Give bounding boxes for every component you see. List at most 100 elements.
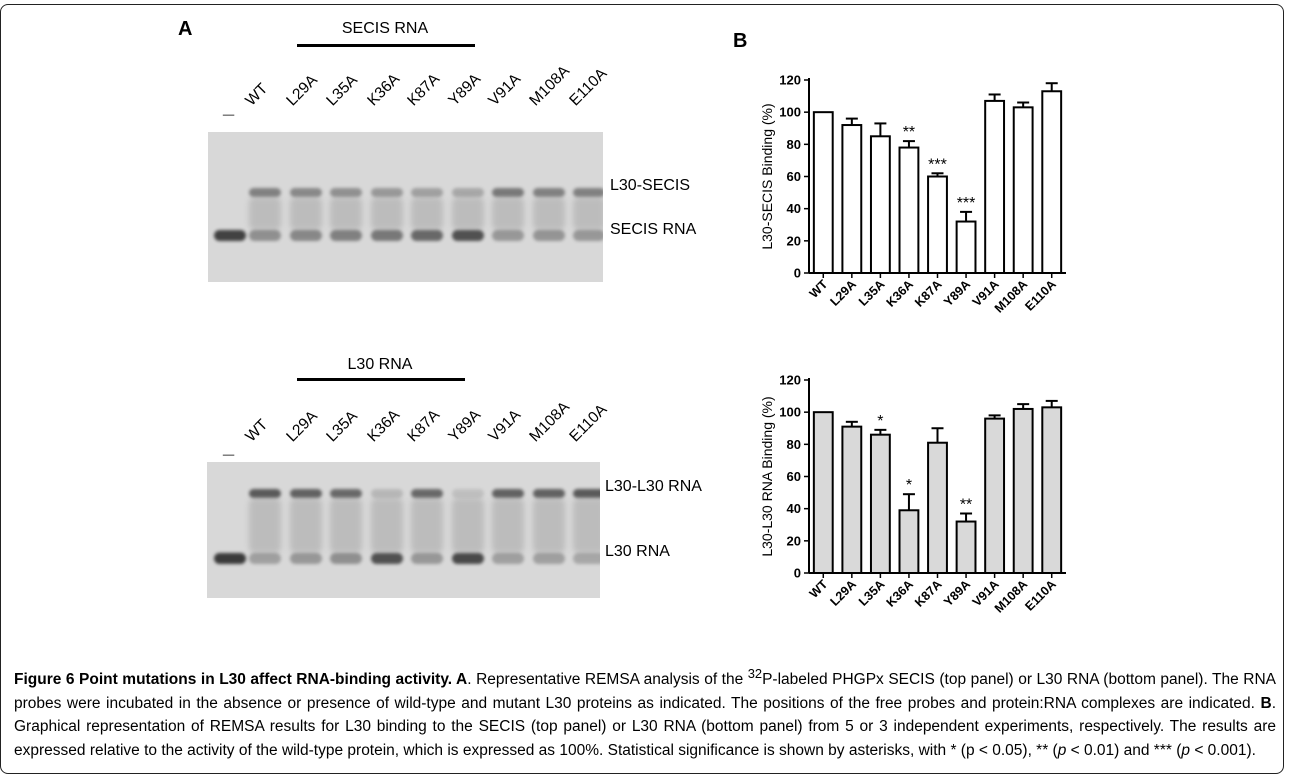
bottom-gel-group-bar xyxy=(297,378,465,381)
bottom-chart-significance-label: * xyxy=(877,413,883,430)
gel-free-probe-band xyxy=(411,230,443,241)
gel-smear xyxy=(289,498,322,553)
top-chart-y-tick-label: 100 xyxy=(779,105,801,120)
bottom-chart-x-tick-label: WT xyxy=(807,577,831,601)
top-gel-image xyxy=(208,132,603,282)
bottom-gel-image xyxy=(207,462,600,598)
top-gel-no-protein-lane-label: _ xyxy=(223,96,235,118)
gel-smear xyxy=(249,197,281,230)
top-bar-chart: 0 20 40 60 80 100 120 L30-SECIS Binding (%) WTL2… xyxy=(759,73,1066,316)
top-chart-x-tick-label: L35A xyxy=(856,277,888,309)
top-chart-x-tick-label: K36A xyxy=(884,277,917,310)
gel-smear xyxy=(370,197,403,230)
gel-smear xyxy=(330,498,362,553)
figure-caption: Figure 6 Point mutations in L30 affect R… xyxy=(14,662,1276,762)
top-chart-y-axis-label: L30-SECIS Binding (%) xyxy=(759,103,775,249)
top-gel-group-label: SECIS RNA xyxy=(341,20,429,37)
bottom-chart-x-tick-label: K87A xyxy=(912,577,945,610)
gel-complex-band xyxy=(492,188,524,197)
bottom-chart-bar xyxy=(898,509,920,574)
top-chart-y-tick-label: 60 xyxy=(787,169,801,184)
gel-free-probe-band xyxy=(370,230,403,241)
gel-smear xyxy=(330,197,362,230)
gel-free-probe-band xyxy=(249,553,281,564)
caption-lead: Figure 6 Point mutations in L30 affect R… xyxy=(14,671,468,689)
gel-complex-band xyxy=(289,188,322,197)
gel-complex-band xyxy=(370,188,403,197)
top-chart-bar xyxy=(841,124,863,274)
caption-part-2: P-labeled PHGPx SECIS (top panel) or L30… xyxy=(14,671,1276,712)
figure-frame xyxy=(0,4,1284,774)
gel-smear xyxy=(532,498,565,553)
gel-free-probe-band xyxy=(289,230,322,241)
bottom-chart-bar xyxy=(812,411,834,574)
panel-a-letter: A xyxy=(178,18,193,40)
bottom-chart-x-tick-label: M108A xyxy=(992,577,1030,615)
gel-smear xyxy=(492,197,524,230)
top-gel-group-bar xyxy=(297,44,475,47)
caption-p-italic-2: p xyxy=(1181,741,1191,759)
bottom-chart-significance-label: * xyxy=(906,477,912,494)
bottom-chart-x-tick-label: K36A xyxy=(884,577,917,610)
bottom-chart-bar xyxy=(869,433,891,574)
gel-free-probe-band xyxy=(249,230,281,241)
bottom-chart-x-tick-label: L29A xyxy=(827,577,859,609)
gel-smear xyxy=(289,197,322,230)
gel-free-probe-band xyxy=(492,553,524,564)
top-chart-y-tick-label: 80 xyxy=(787,137,801,152)
gel-free-probe-band xyxy=(573,230,603,241)
gel-complex-band xyxy=(573,188,603,197)
gel-complex-band xyxy=(249,489,281,498)
bottom-chart-x-tick-label: E110A xyxy=(1022,577,1058,613)
top-chart-bar xyxy=(898,146,920,274)
caption-part-5: < 0.001). xyxy=(1190,741,1256,759)
top-chart-bar xyxy=(927,175,948,274)
gel-complex-band xyxy=(370,489,403,498)
gel-free-probe-band xyxy=(573,553,600,564)
gel-free-probe-band xyxy=(411,553,443,564)
top-chart-x-tick-label: L29A xyxy=(827,277,859,309)
top-gel-lower-band-label: SECIS RNA xyxy=(610,221,697,238)
top-chart-x-tick-label: M108A xyxy=(992,277,1030,315)
gel-free-probe-band xyxy=(214,553,246,564)
gel-smear xyxy=(249,498,281,553)
caption-part-3: . Graphical representation of REMSA resu… xyxy=(14,694,1276,759)
top-chart-y-tick-label: 40 xyxy=(787,201,801,216)
gel-smear xyxy=(492,498,524,553)
gel-smear xyxy=(451,498,484,553)
gel-free-probe-band xyxy=(451,553,484,564)
top-chart-y-tick-label: 20 xyxy=(787,233,801,248)
caption-part-1: . Representative REMSA analysis of the xyxy=(467,671,748,689)
gel-complex-band xyxy=(289,489,322,498)
bottom-chart-significance-label: ** xyxy=(960,496,972,513)
top-chart-y-tick-label: 120 xyxy=(779,73,801,88)
gel-complex-band xyxy=(573,489,600,498)
top-chart-bar xyxy=(984,99,1006,274)
caption-b-letter: B xyxy=(1260,694,1272,712)
gel-complex-band xyxy=(532,489,565,498)
top-chart-bar xyxy=(1041,90,1063,275)
gel-smear xyxy=(573,498,600,553)
bottom-chart-bar xyxy=(1012,407,1034,575)
gel-smear xyxy=(370,498,403,553)
bottom-chart-y-axis-label: L30-L30 RNA Binding (%) xyxy=(759,396,775,556)
top-chart-bar xyxy=(812,111,834,274)
gel-free-probe-band xyxy=(214,230,246,241)
gel-smear xyxy=(451,197,484,230)
bottom-chart-x-tick-label: Y89A xyxy=(941,577,973,609)
bottom-chart-y-tick-label: 40 xyxy=(787,501,801,516)
top-gel-upper-band-label: L30-SECIS xyxy=(610,177,691,194)
gel-free-probe-band xyxy=(330,230,362,241)
caption-part-4: < 0.01) and *** ( xyxy=(1066,741,1182,759)
gel-complex-band xyxy=(492,489,524,498)
bottom-gel-group-label: L30 RNA xyxy=(347,356,413,373)
gel-complex-band xyxy=(451,188,484,197)
bottom-chart-bar xyxy=(984,417,1006,574)
bottom-chart-y-tick-label: 120 xyxy=(779,373,801,388)
caption-p-italic-1: p xyxy=(1057,741,1067,759)
bottom-chart-y-tick-label: 60 xyxy=(787,469,801,484)
top-chart-y-tick-label: 0 xyxy=(794,266,801,281)
bottom-bar-chart: 0 20 40 60 80 100 120 L30-L30 RNA Binding (%) WT… xyxy=(759,373,1066,616)
top-chart-x-tick-label: E110A xyxy=(1022,277,1058,313)
top-chart-significance-label: ** xyxy=(903,124,915,141)
